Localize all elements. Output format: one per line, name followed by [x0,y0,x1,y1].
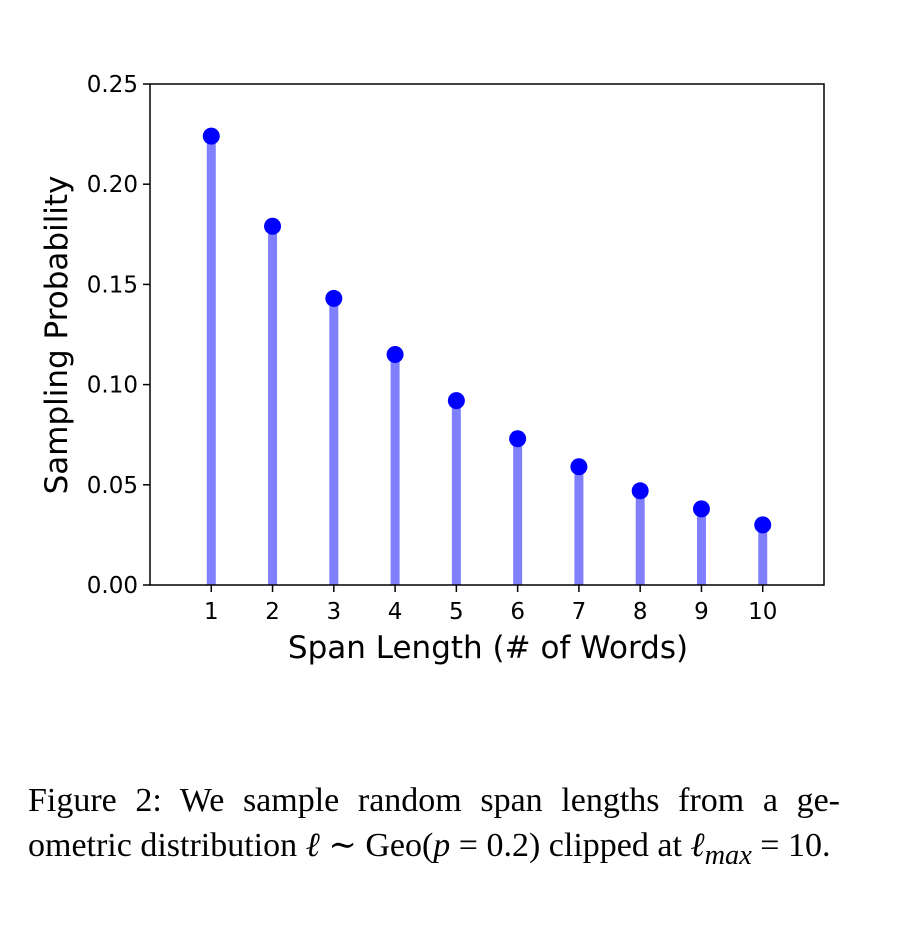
x-tick-label: 1 [204,599,219,625]
marker-7 [570,458,588,476]
stems-group [206,136,768,585]
marker-5 [447,392,465,410]
marker-9 [692,500,710,518]
x-tick-label: 7 [572,599,587,625]
x-tick-label: 9 [694,599,709,625]
x-tick-label: 2 [265,599,280,625]
y-axis: 0.00 0.05 0.10 0.15 0.20 0.25 [87,72,150,599]
caption-dist-name: Geo( [365,827,434,864]
marker-1 [202,127,220,145]
caption-dist-eq: = 0.2) [458,827,541,864]
y-tick-label: 0.05 [87,473,138,499]
x-tick-label: 3 [326,599,341,625]
x-tick-label: 4 [388,599,403,625]
caption-dist-param: p [433,827,451,864]
marker-10 [754,516,772,534]
marker-2 [264,217,282,235]
x-axis: 1 2 3 4 5 6 7 8 9 10 [204,585,777,625]
plot-frame [149,83,825,586]
y-tick-label: 0.20 [87,172,138,198]
x-axis-label: Span Length (# of Words) [288,630,688,666]
y-tick-label: 0.25 [87,72,138,98]
y-tick-label: 0.00 [87,573,138,599]
x-tick-label: 8 [633,599,648,625]
caption-lmax-sub: max [704,839,752,871]
x-tick-label: 10 [748,599,777,625]
stem-chart: 0.00 0.05 0.10 0.15 0.20 0.25 1 2 3 4 5 6 7 8 9 10 Spa… [39,72,825,666]
caption-lmax-eq: = 10. [760,827,831,864]
y-tick-label: 0.10 [87,373,138,399]
marker-8 [631,482,649,500]
caption-text-1: We sample random span lengths from a ge-… [28,782,840,864]
caption-label: Figure 2: [28,782,162,819]
markers-group [202,127,772,534]
figure-caption: Figure 2: We sample random span lengths … [28,778,840,878]
x-tick-label: 6 [510,599,525,625]
y-axis-label: Sampling Probability [39,176,75,495]
y-tick-label: 0.15 [87,272,138,298]
caption-dist-var: ℓ [305,827,320,864]
caption-sim: ∼ [328,827,357,864]
x-tick-label: 5 [449,599,464,625]
caption-text-2: clipped at [548,827,682,864]
marker-6 [509,430,527,448]
caption-lmax-var: ℓ [690,827,705,864]
marker-4 [386,346,404,364]
marker-3 [325,289,343,307]
